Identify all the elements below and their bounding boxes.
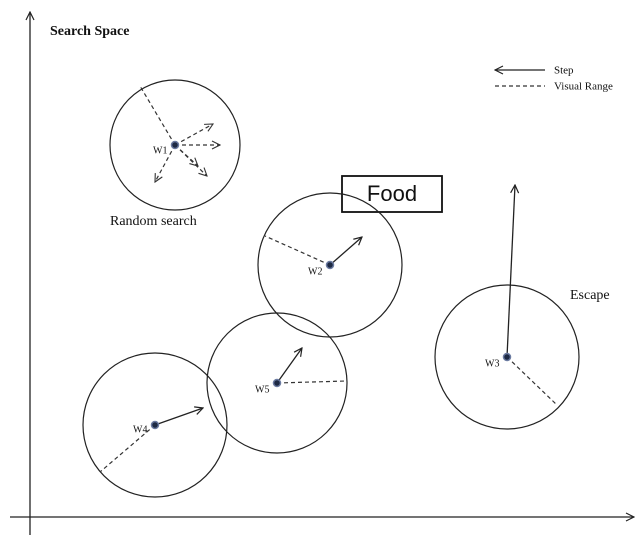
annotation-random-search: Random search (110, 214, 197, 229)
annotation-escape: Escape (570, 288, 610, 303)
node-label: W4 (133, 424, 147, 435)
node-label: W5 (255, 384, 269, 395)
agent-w1: W1 (109, 79, 241, 211)
agent-w2: W2 (257, 192, 403, 338)
food-label: Food (367, 181, 417, 206)
agent-w5: W5 (206, 312, 348, 454)
node-label: W3 (485, 358, 499, 369)
legend-step: Step (554, 65, 574, 77)
node-label: W2 (308, 266, 322, 277)
food-box: Food (341, 175, 443, 213)
axes (10, 12, 634, 535)
node-label: W1 (153, 145, 167, 156)
legend: Step Visual Range (495, 65, 613, 93)
legend-visual-range: Visual Range (554, 81, 613, 93)
title: Search Space (50, 24, 129, 39)
agent-w3: W3 (434, 185, 580, 430)
agent-w4: W4 (82, 352, 228, 498)
